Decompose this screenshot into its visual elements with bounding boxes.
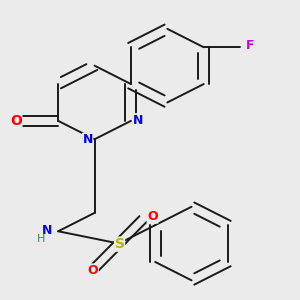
Text: S: S [115, 237, 124, 251]
Text: N: N [42, 224, 52, 237]
Text: N: N [82, 134, 93, 146]
Text: N: N [133, 114, 143, 127]
Text: F: F [246, 39, 255, 52]
Text: O: O [88, 264, 98, 277]
Text: O: O [147, 210, 158, 223]
Text: H: H [37, 234, 45, 244]
Text: O: O [10, 114, 22, 128]
